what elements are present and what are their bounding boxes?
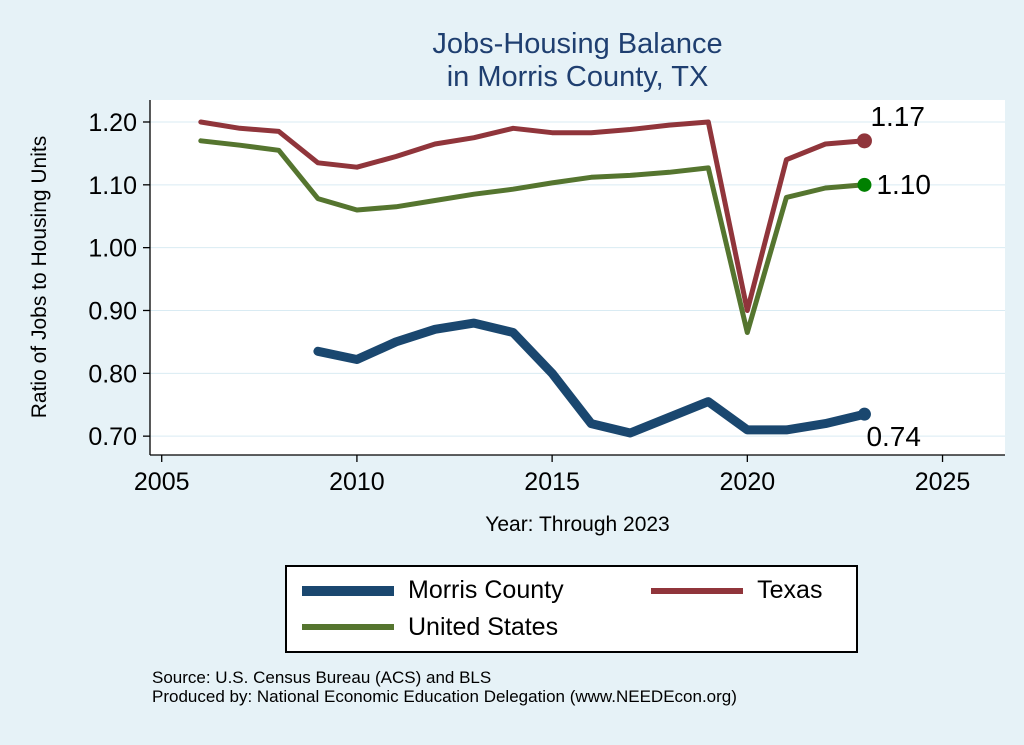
chart-title: Jobs-Housing Balance in Morris County, T… [150,28,1005,94]
x-axis-label: Year: Through 2023 [485,513,670,536]
footnotes: Source: U.S. Census Bureau (ACS) and BLS… [152,668,737,706]
y-tick-label: 0.80 [88,360,137,388]
legend-item-united-states: United States [287,613,651,642]
chart-title-line1: Jobs-Housing Balance [432,28,723,60]
series-line-morris-county [313,318,869,438]
legend-label-morris-county: Morris County [408,576,564,605]
x-tick-label: 2020 [720,468,776,496]
x-tick-label: 2015 [524,468,580,496]
end-marker-texas [856,133,872,149]
y-tick-label: 1.20 [88,109,137,137]
legend-item-morris-county: Morris County [287,576,651,605]
legend-item-texas: Texas [651,576,856,605]
chart-title-line2: in Morris County, TX [446,61,709,93]
source-note: Source: U.S. Census Bureau (ACS) and BLS [152,668,492,687]
end-label-united-states: 1.10 [876,169,931,200]
y-tick-label: 1.00 [88,235,137,263]
end-label-morris-county: 0.74 [866,421,921,452]
legend-label-texas: Texas [757,576,823,605]
legend-swatch-texas [651,587,744,594]
end-marker-united-states [857,177,872,192]
plot-background [150,100,1005,455]
legend-swatch-morris-county [302,585,394,596]
legend-label-united-states: United States [408,612,559,641]
series-line-texas [198,119,867,313]
y-tick-label: 0.70 [88,423,137,451]
legend-swatch-united-states [302,624,394,631]
x-tick-label: 2005 [134,468,190,496]
produced-by-note: Produced by: National Economic Education… [152,687,737,706]
x-tick-label: 2010 [329,468,385,496]
series-line-united-states [198,138,867,335]
x-tick-label: 2025 [915,468,971,496]
legend-row: Morris County Texas [287,576,856,605]
end-marker-morris-county [857,407,871,421]
legend: Morris County Texas United States [285,565,858,653]
y-tick-label: 0.90 [88,297,137,325]
y-tick-label: 1.10 [88,172,137,200]
end-label-texas: 1.17 [870,101,925,132]
legend-row: United States [287,613,856,642]
